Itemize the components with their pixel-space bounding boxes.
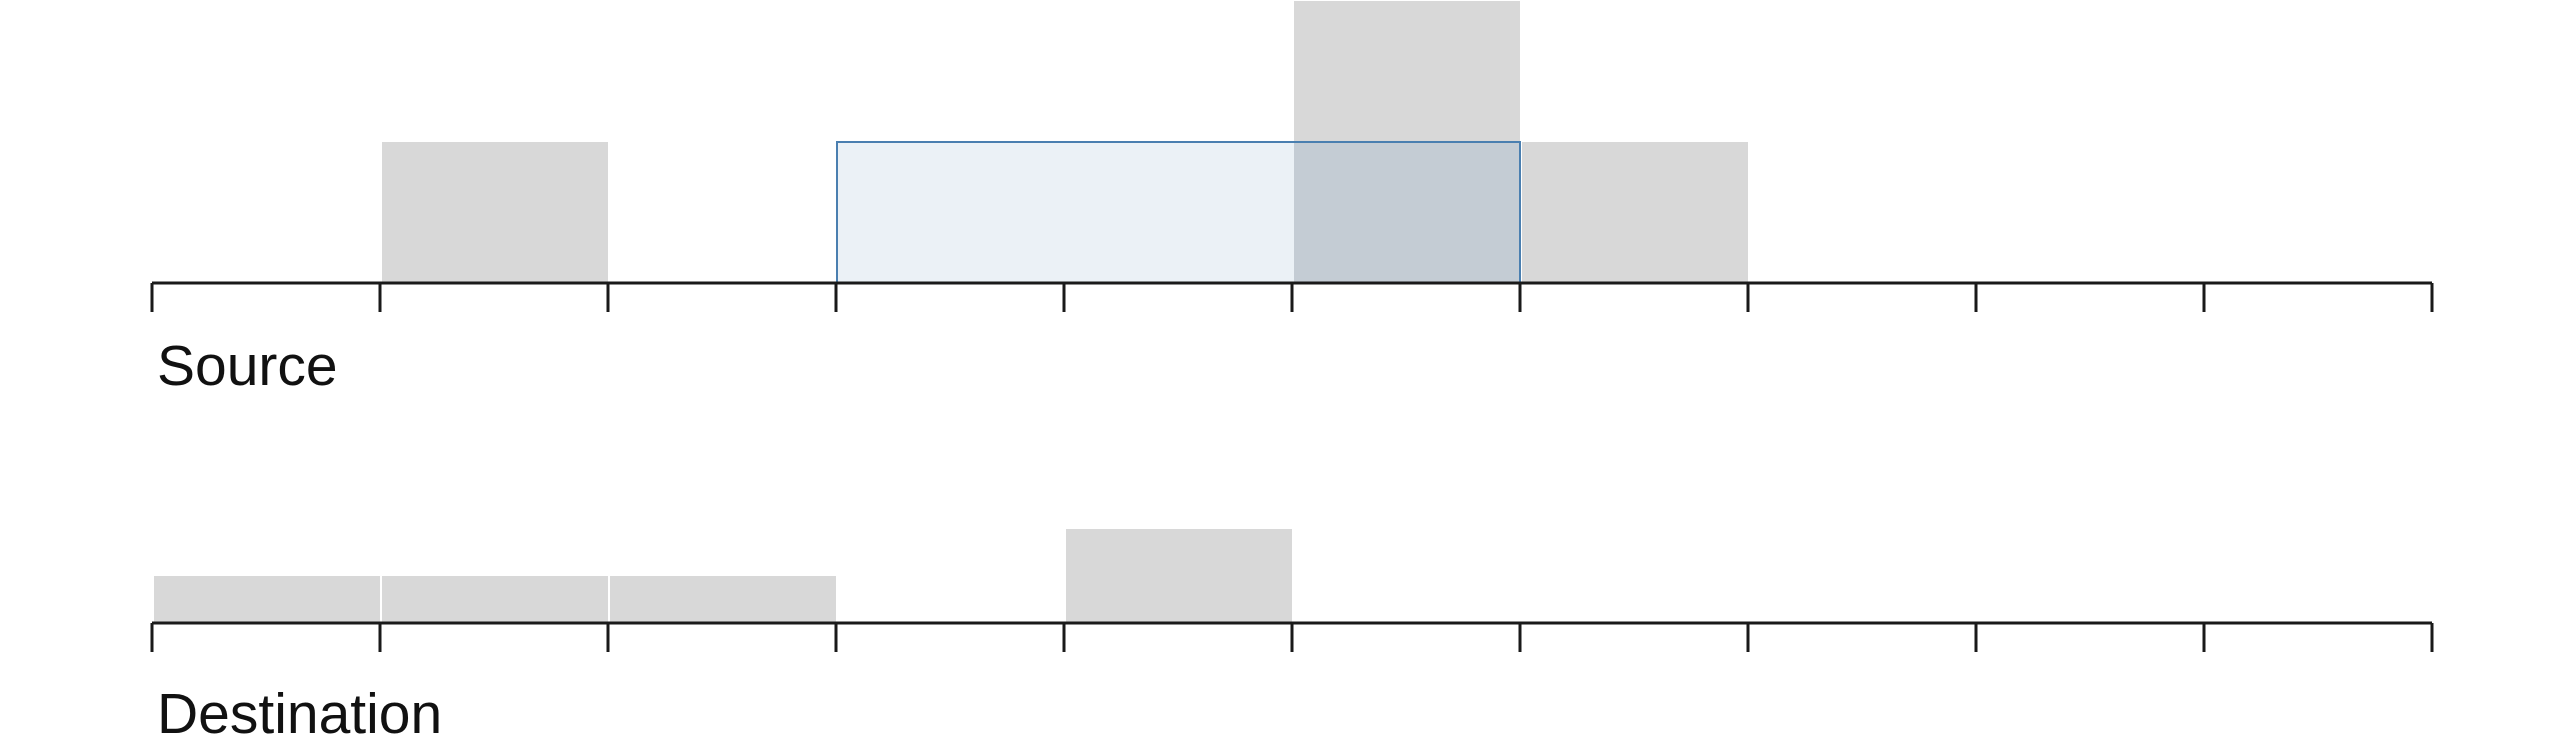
source-track <box>150 1 2434 312</box>
destination-track <box>150 529 2434 652</box>
destination-block <box>1066 529 1292 623</box>
destination-label: Destination <box>157 682 443 746</box>
destination-block <box>154 576 380 623</box>
source-block <box>382 142 608 283</box>
source-label: Source <box>157 334 338 398</box>
source-block <box>1522 142 1748 283</box>
destination-block <box>382 576 608 623</box>
source-selection-overlap <box>1294 142 1520 283</box>
destination-block <box>610 576 836 623</box>
